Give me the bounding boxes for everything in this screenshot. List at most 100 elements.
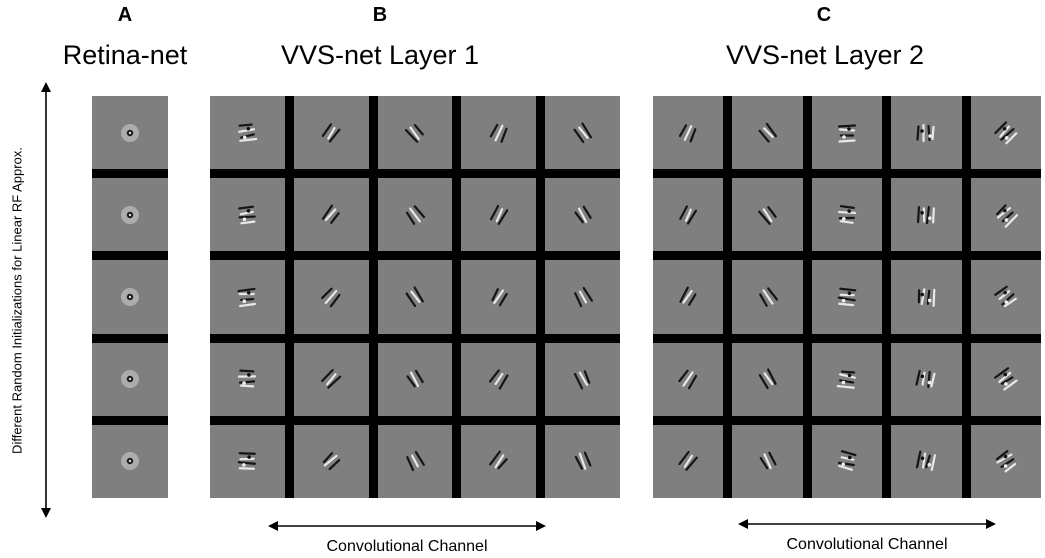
rf-tile: [461, 260, 537, 334]
rf-tile: [653, 260, 724, 334]
receptive-field-pattern: [679, 286, 697, 306]
rf-tile: [293, 96, 369, 170]
panel-c-grid: [653, 96, 1041, 498]
rf-tile: [461, 96, 537, 170]
receptive-field-pattern: [915, 370, 936, 389]
rf-tile: [891, 260, 962, 334]
horizontal-double-arrow-b: [268, 521, 546, 531]
panel-b-letter: B: [372, 4, 388, 26]
rf-tile: [210, 260, 285, 334]
receptive-field-pattern: [488, 369, 509, 390]
receptive-field-pattern: [574, 451, 592, 471]
receptive-field-pattern: [918, 288, 936, 307]
receptive-field-pattern: [406, 451, 425, 472]
receptive-field-pattern: [238, 205, 257, 225]
rf-tile: [92, 342, 168, 416]
receptive-field-pattern: [758, 287, 778, 307]
rf-tile: [545, 260, 620, 334]
receptive-field-pattern: [322, 452, 341, 471]
receptive-field-pattern: [917, 205, 936, 224]
rf-tile: [891, 342, 962, 416]
receptive-field-pattern: [573, 122, 592, 143]
rf-tile: [545, 178, 620, 252]
horizontal-double-arrow-c: [738, 519, 996, 529]
rf-tile: [653, 178, 724, 252]
rf-tile: [92, 178, 168, 252]
receptive-field-pattern: [837, 450, 857, 472]
rf-tile: [92, 424, 168, 498]
receptive-field-pattern: [321, 369, 342, 389]
rf-tile: [210, 342, 285, 416]
rf-tile: [545, 424, 620, 498]
rf-tile: [92, 260, 168, 334]
receptive-field-pattern: [836, 370, 856, 389]
receptive-field-pattern: [678, 369, 698, 390]
receptive-field-pattern: [489, 123, 508, 143]
rf-tile: [377, 342, 453, 416]
rf-tile: [970, 424, 1041, 498]
rf-tile: [653, 96, 724, 170]
receptive-field-pattern: [238, 369, 257, 388]
receptive-field-pattern: [404, 123, 424, 143]
receptive-field-pattern: [121, 287, 139, 306]
receptive-field-pattern: [574, 205, 592, 224]
receptive-field-pattern: [322, 204, 340, 224]
panel-a-grid: [92, 96, 168, 498]
rf-tile: [811, 342, 883, 416]
rf-tile: [732, 178, 803, 252]
rf-tile: [811, 424, 883, 498]
rf-tile: [891, 424, 962, 498]
receptive-field-pattern: [837, 123, 857, 143]
receptive-field-pattern: [758, 368, 777, 390]
receptive-field-pattern: [237, 287, 257, 308]
receptive-field-pattern: [321, 287, 341, 308]
rf-tile: [293, 260, 369, 334]
panel-c-letter: C: [816, 4, 832, 26]
receptive-field-pattern: [758, 122, 777, 143]
receptive-field-pattern: [121, 123, 139, 142]
receptive-field-pattern: [405, 286, 424, 308]
panel-c-title: VVS-net Layer 2: [725, 40, 925, 70]
receptive-field-pattern: [405, 205, 426, 225]
receptive-field-pattern: [679, 205, 698, 225]
rf-tile: [811, 96, 883, 170]
rf-tile: [210, 96, 285, 170]
receptive-field-pattern: [993, 285, 1017, 308]
receptive-field-pattern: [994, 120, 1018, 144]
rf-tile: [732, 260, 803, 334]
rf-tile: [210, 424, 285, 498]
rf-tile: [970, 260, 1041, 334]
receptive-field-pattern: [995, 204, 1018, 228]
receptive-field-pattern: [573, 286, 593, 308]
receptive-field-pattern: [916, 450, 937, 472]
x-axis-label-c: Convolutional Channel: [786, 536, 948, 553]
rf-tile: [970, 342, 1041, 416]
rf-tile: [653, 342, 724, 416]
receptive-field-pattern: [491, 288, 508, 307]
receptive-field-pattern: [489, 204, 509, 225]
rf-tile: [970, 178, 1041, 252]
rf-tile: [891, 178, 962, 252]
receptive-field-pattern: [121, 452, 139, 471]
vertical-double-arrow: [41, 82, 51, 518]
receptive-field-pattern: [757, 205, 777, 225]
rf-tile: [377, 260, 453, 334]
rf-tile: [461, 178, 537, 252]
rf-tile: [92, 96, 168, 170]
receptive-field-pattern: [679, 123, 697, 143]
receptive-field-pattern: [993, 367, 1018, 391]
rf-tile: [653, 424, 724, 498]
receptive-field-pattern: [573, 370, 590, 390]
rf-tile: [293, 424, 369, 498]
panel-a-letter: A: [117, 4, 133, 26]
rf-tile: [732, 342, 803, 416]
rf-tile: [545, 342, 620, 416]
receptive-field-pattern: [238, 123, 258, 142]
receptive-field-pattern: [121, 205, 139, 224]
receptive-field-pattern: [759, 452, 777, 470]
panel-b-grid: [210, 96, 620, 498]
rf-tile: [732, 424, 803, 498]
receptive-field-pattern: [678, 451, 699, 472]
rf-tile: [970, 96, 1041, 170]
receptive-field-pattern: [916, 123, 935, 142]
